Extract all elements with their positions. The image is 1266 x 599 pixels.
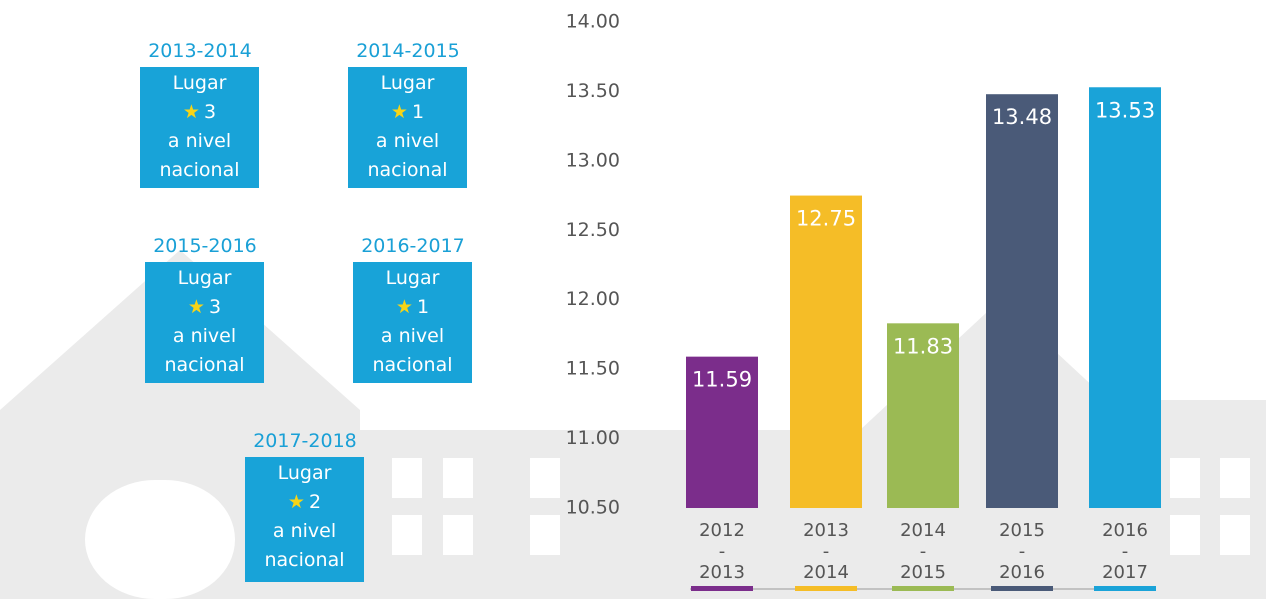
award-label: Lugar <box>348 69 467 98</box>
category-underline <box>1094 586 1156 591</box>
x-tick-label: 2016 - 2017 <box>1100 520 1150 583</box>
award-period: 2017-2018 <box>235 430 375 452</box>
value-label: 11.83 <box>893 334 953 358</box>
y-tick-label: 12.00 <box>566 288 620 310</box>
y-tick-label: 12.50 <box>566 219 620 241</box>
y-tick-label: 11.50 <box>566 358 620 380</box>
infographic: 10.50 11.00 11.50 12.00 12.50 13.00 13.50 14.00… <box>0 0 1266 599</box>
award-rank: 3 <box>209 296 221 318</box>
award-period: 2014-2015 <box>338 40 478 62</box>
award-rank: 1 <box>412 101 424 123</box>
y-tick-label: 14.00 <box>566 11 620 33</box>
award-rank-line: ★3 <box>140 98 259 127</box>
award-period: 2013-2014 <box>130 40 270 62</box>
award-rank-line: ★2 <box>245 488 364 517</box>
award-rank-line: ★3 <box>145 293 264 322</box>
category-underline <box>892 586 954 591</box>
x-tick-label: 2012 - 2013 <box>697 520 747 583</box>
award-scope: a nivel nacional <box>150 127 250 185</box>
bar <box>986 94 1058 508</box>
award-scope: a nivel nacional <box>255 517 355 575</box>
star-icon: ★ <box>188 296 205 318</box>
award-scope: a nivel nacional <box>363 322 463 380</box>
star-icon: ★ <box>391 101 408 123</box>
value-label: 12.75 <box>796 207 856 231</box>
category-underline <box>795 586 857 591</box>
star-icon: ★ <box>396 296 413 318</box>
category-underline <box>991 586 1053 591</box>
award-rank: 1 <box>417 296 429 318</box>
bar <box>1089 87 1161 508</box>
x-tick-label: 2015 - 2016 <box>997 520 1047 583</box>
award-rank: 3 <box>204 101 216 123</box>
award-period: 2015-2016 <box>135 235 275 257</box>
y-tick-label: 11.00 <box>566 427 620 449</box>
award-label: Lugar <box>353 264 472 293</box>
award-scope: a nivel nacional <box>155 322 255 380</box>
x-tick-label: 2013 - 2014 <box>801 520 851 583</box>
star-icon: ★ <box>183 101 200 123</box>
award-scope: a nivel nacional <box>358 127 458 185</box>
award-label: Lugar <box>245 459 364 488</box>
value-label: 13.53 <box>1095 98 1155 122</box>
award-rank: 2 <box>309 491 321 513</box>
y-tick-label: 10.50 <box>566 497 620 519</box>
value-label: 13.48 <box>992 105 1052 129</box>
y-tick-label: 13.50 <box>566 80 620 102</box>
star-icon: ★ <box>288 491 305 513</box>
bar <box>790 196 862 508</box>
award-rank-line: ★1 <box>353 293 472 322</box>
award-label: Lugar <box>145 264 264 293</box>
award-period: 2016-2017 <box>343 235 483 257</box>
y-tick-label: 13.00 <box>566 149 620 171</box>
award-rank-line: ★1 <box>348 98 467 127</box>
value-label: 11.59 <box>692 368 752 392</box>
category-underline <box>691 586 753 591</box>
x-tick-label: 2014 - 2015 <box>898 520 948 583</box>
award-label: Lugar <box>140 69 259 98</box>
